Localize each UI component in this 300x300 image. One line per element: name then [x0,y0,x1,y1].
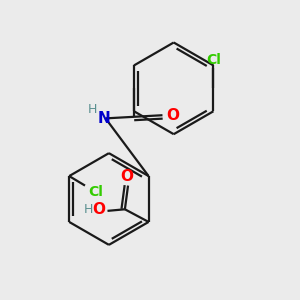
Text: H: H [88,103,98,116]
Text: O: O [166,108,179,123]
Text: Cl: Cl [206,53,221,67]
Text: H: H [84,203,93,216]
Text: Cl: Cl [88,185,103,199]
Text: O: O [120,169,133,184]
Text: O: O [92,202,105,217]
Text: N: N [98,111,110,126]
